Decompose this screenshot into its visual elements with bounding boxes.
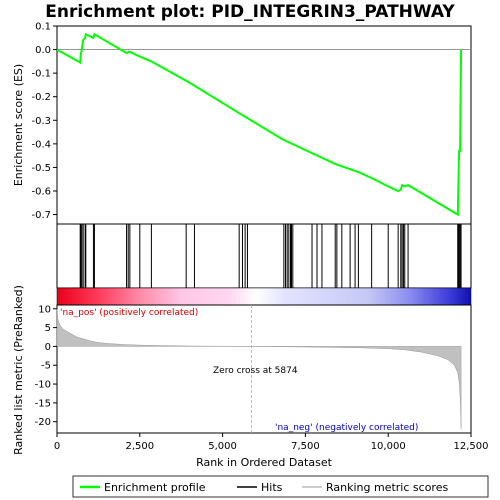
es-y-tick-label: -0.2 [31, 92, 51, 103]
es-y-tick-label: 0.1 [35, 22, 51, 33]
hit-marks [79, 224, 462, 288]
metric-y-tick-label: -10 [35, 380, 51, 391]
es-y-tick-label: -0.7 [31, 210, 51, 221]
metric-y-tick-label: -15 [35, 398, 51, 409]
es-panel: 0.1 0.0 -0.1 -0.2 -0.3 -0.4 -0.5 -0.6 -0.7 Enric… [12, 22, 472, 225]
x-tick-label: 10,000 [371, 441, 406, 452]
pos-correlated-label: 'na_pos' (positively correlated) [60, 308, 198, 318]
metric-panel-frame [56, 304, 472, 434]
es-y-tick-label: -0.3 [31, 116, 51, 127]
es-y-tick-label: 0.0 [35, 45, 51, 56]
neg-correlated-label: 'na_neg' (negatively correlated) [275, 423, 418, 433]
x-ticks: 0 2,500 5,000 7,500 10,000 12,500 [54, 433, 489, 452]
es-y-tick-label: -0.1 [31, 69, 51, 80]
metric-y-tick-label: 0 [45, 342, 51, 353]
legend-enrichment-label: Enrichment profile [104, 481, 206, 494]
zero-cross-label: Zero cross at 5874 [213, 366, 298, 376]
metric-y-ticks: 10 5 0 -5 -10 -15 -20 [35, 304, 57, 428]
es-y-tick-label: -0.4 [31, 139, 51, 150]
hits-panel-frame [56, 223, 472, 289]
ranking-metric-area [56, 308, 462, 430]
enrichment-profile-line [56, 32, 463, 217]
legend-box [72, 475, 489, 498]
legend-hits-label: Hits [261, 481, 283, 494]
hits-panel [56, 223, 472, 289]
metric-y-tick-label: -5 [41, 361, 51, 372]
es-y-ticks: 0.1 0.0 -0.1 -0.2 -0.3 -0.4 -0.5 -0.6 -0.7 [31, 22, 57, 221]
metric-y-tick-label: 5 [45, 323, 51, 334]
x-tick-label: 2,500 [125, 441, 154, 452]
chart-title: Enrichment plot: PID_INTEGRIN3_PATHWAY [45, 2, 455, 22]
x-tick-label: 12,500 [454, 441, 489, 452]
x-axis-label: Rank in Ordered Dataset [196, 456, 333, 469]
x-tick-label: 0 [54, 441, 60, 452]
es-y-tick-label: -0.6 [31, 187, 51, 198]
metric-y-tick-label: -20 [35, 417, 51, 428]
legend-metric-label: Ranking metric scores [326, 481, 448, 494]
es-panel-frame [56, 25, 472, 225]
x-tick-label: 7,500 [291, 441, 320, 452]
legend: Enrichment profile Hits Ranking metric s… [72, 475, 489, 498]
es-y-axis-label: Enrichment score (ES) [12, 64, 25, 186]
metric-y-tick-label: 10 [38, 304, 51, 315]
rank-color-bar [56, 287, 472, 306]
x-tick-label: 5,000 [208, 441, 237, 452]
metric-y-axis-label: Ranked list metric (PreRanked) [12, 285, 25, 455]
metric-panel: 'na_pos' (positively correlated) Zero cr… [12, 285, 472, 455]
es-y-tick-label: -0.5 [31, 163, 51, 174]
